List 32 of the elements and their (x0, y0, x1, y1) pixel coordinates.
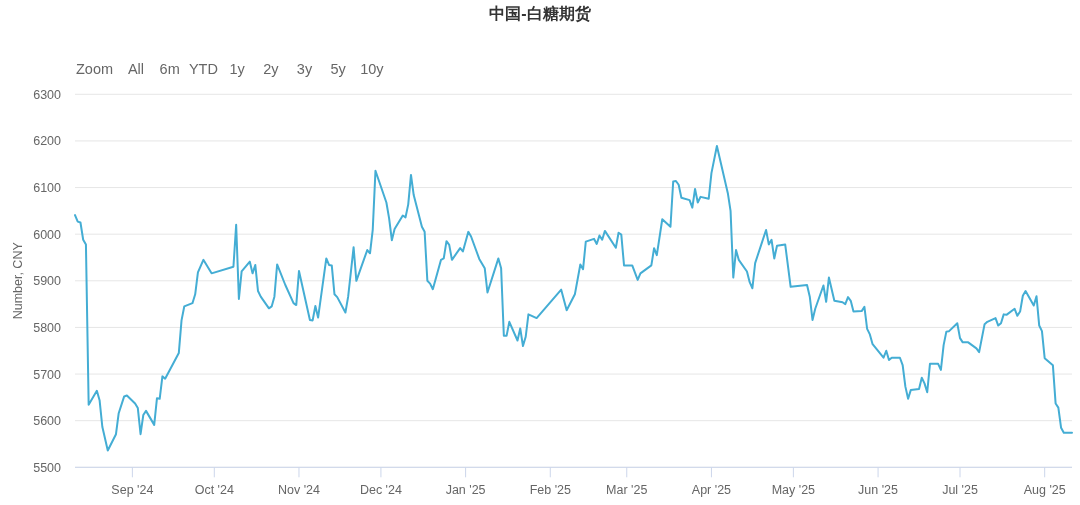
x-tick-label: Dec '24 (359, 483, 402, 497)
x-tick-label: Mar '25 (606, 483, 648, 497)
x-tick-label: Aug '25 (1023, 483, 1066, 497)
label: 6m (159, 61, 180, 77)
label: 1y (229, 61, 245, 77)
x-tick-label: Nov '24 (277, 483, 321, 497)
y-tick-label: 5500 (33, 460, 62, 475)
x-tick-label: Oct '24 (194, 483, 234, 497)
x-tick-label: Apr '25 (691, 483, 732, 497)
label: All (127, 61, 145, 77)
x-tick-label: May '25 (771, 483, 816, 497)
label: 5y (330, 61, 346, 77)
label: YTD (188, 61, 218, 77)
x-tick-label: Jul '25 (942, 483, 978, 497)
y-tick-label: 6200 (33, 134, 62, 149)
y-tick-label: 5600 (33, 414, 62, 429)
y-tick-label: 6300 (33, 87, 62, 102)
y-tick-label: 6100 (33, 181, 62, 196)
x-tick-label: Jan '25 (445, 483, 486, 497)
y-tick-label: 5900 (33, 274, 62, 289)
title: 中国-白糖期货 (489, 5, 591, 22)
y-tick-label: 6000 (33, 227, 62, 242)
label: 3y (296, 61, 313, 77)
label: Zoom (76, 61, 114, 77)
x-tick-label: Feb '25 (529, 483, 571, 497)
y-tick-label: 5800 (33, 320, 62, 335)
x-tick-label: Sep '24 (111, 483, 154, 497)
x-tick-label: Jun '25 (858, 483, 899, 497)
label: 10y (360, 61, 384, 77)
y-tick-label: 5700 (33, 367, 62, 382)
y-axis-title: Number, CNY (11, 241, 25, 320)
label: 2y (263, 61, 279, 77)
